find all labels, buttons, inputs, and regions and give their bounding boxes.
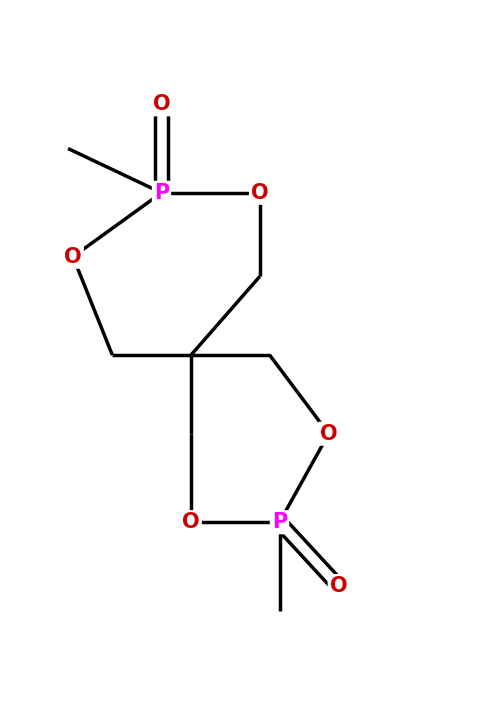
- Text: O: O: [330, 576, 347, 596]
- Text: O: O: [64, 247, 82, 267]
- Text: O: O: [152, 94, 170, 114]
- Text: P: P: [272, 512, 287, 532]
- Text: O: O: [251, 183, 268, 203]
- Text: O: O: [320, 424, 338, 444]
- Text: O: O: [182, 512, 200, 532]
- Text: P: P: [154, 183, 169, 203]
